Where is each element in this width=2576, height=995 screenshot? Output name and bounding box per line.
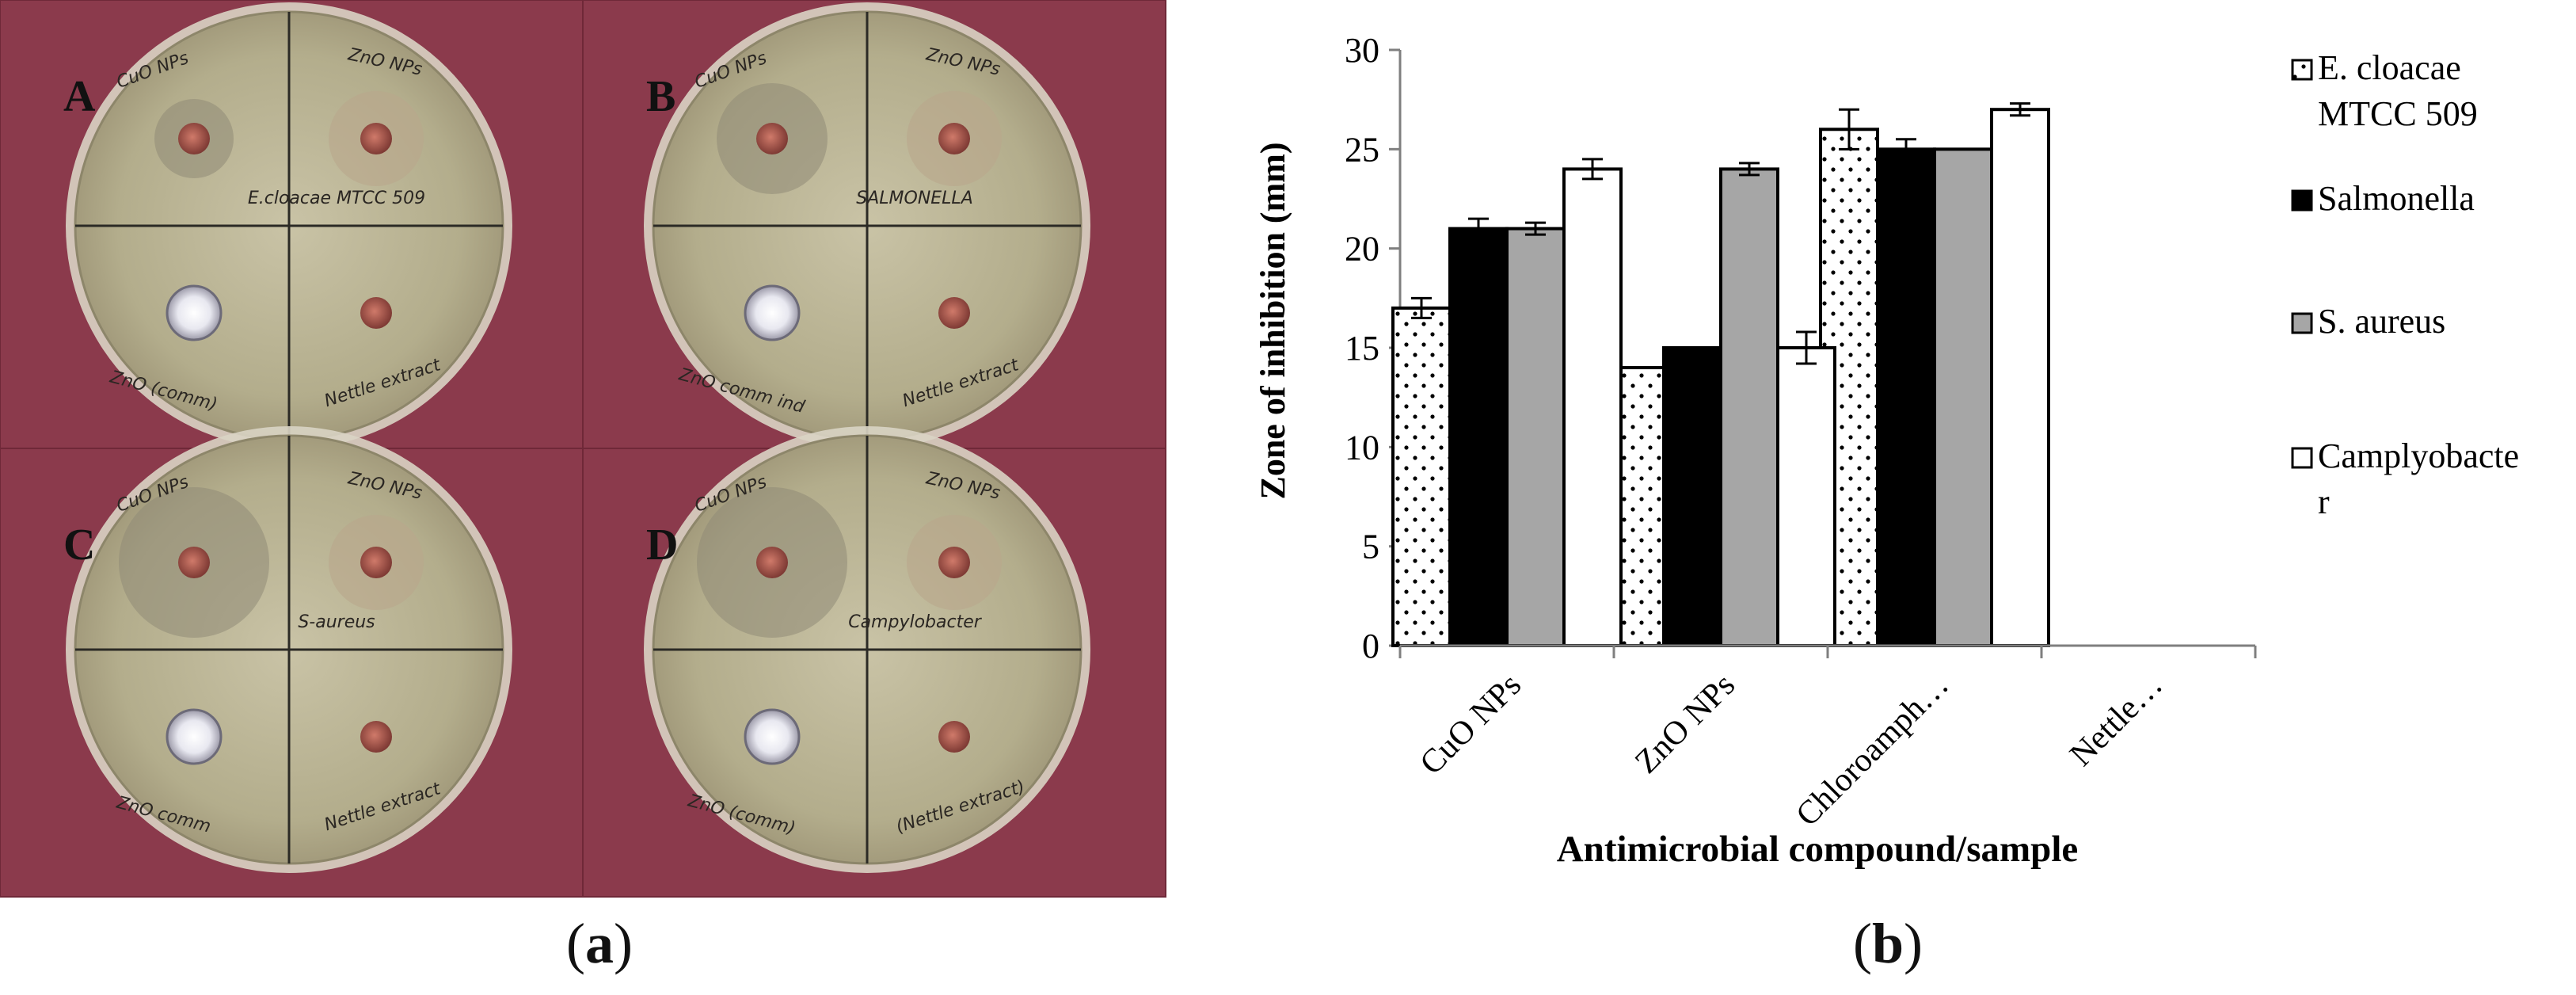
caption-close: )	[613, 912, 633, 975]
well	[178, 123, 210, 154]
y-tick-label: 25	[1345, 130, 1379, 169]
plate-handwriting: E.cloacae MTCC 509	[248, 189, 425, 208]
legend-label: S. aureus	[2318, 302, 2445, 341]
plate-letter: B	[646, 72, 675, 121]
legend-swatch	[2291, 447, 2313, 469]
bar	[1448, 227, 1509, 648]
bar	[1562, 167, 1623, 647]
well	[938, 297, 970, 329]
bar	[1505, 227, 1566, 648]
caption-close: )	[1904, 912, 1923, 975]
well	[756, 123, 788, 154]
x-tick-label: Nettle…	[2063, 667, 2170, 774]
x-tick-label: CuO NPs	[1413, 667, 1528, 783]
legend-label: MTCC 509	[2318, 94, 2478, 133]
y-axis-label: Zone of inhibition (mm)	[1254, 142, 1292, 499]
plate-handwriting: SALMONELLA	[856, 189, 973, 208]
bar	[1391, 306, 1452, 647]
legend-swatch	[2291, 312, 2313, 334]
caption-letter: a	[584, 912, 614, 975]
plate-handwriting: Campylobacter	[848, 612, 983, 632]
bar-series	[1391, 102, 2050, 648]
bar	[1719, 167, 1779, 647]
well-zno-comm	[744, 708, 801, 765]
bar	[1776, 346, 1836, 647]
panel-a-caption: (a)	[566, 911, 633, 977]
y-tick-label: 0	[1362, 627, 1379, 665]
x-axis: CuO NPs ZnO NPs Chloroamph… Nettle…	[1398, 644, 2257, 834]
bar	[1933, 147, 1993, 648]
y-tick-label: 30	[1345, 31, 1379, 70]
legend-label: Salmonella	[2318, 179, 2475, 218]
bar	[1876, 147, 1936, 648]
well	[938, 547, 970, 578]
plate-letter: C	[63, 520, 95, 570]
legend-label: E. cloacae	[2318, 48, 2461, 87]
legend-label: r	[2318, 482, 2330, 521]
caption-open: (	[566, 912, 585, 975]
well-zno-comm	[166, 708, 223, 765]
y-tick-label: 15	[1345, 329, 1379, 368]
plate-letter: A	[63, 72, 96, 121]
legend: E. cloacae MTCC 509 Salmonella S. aureus Cam…	[2291, 48, 2519, 521]
legend-label: Camplyobacte	[2318, 437, 2519, 475]
bar	[1990, 108, 2050, 647]
panel-b-caption: (b)	[1853, 911, 1923, 977]
well	[360, 547, 392, 578]
legend-swatch	[2291, 59, 2313, 81]
bar	[1662, 346, 1722, 647]
well	[178, 547, 210, 578]
y-tick-label: 10	[1345, 428, 1379, 467]
well	[360, 123, 392, 154]
plate-letter: D	[646, 520, 678, 570]
caption-letter: b	[1871, 912, 1904, 975]
y-tick-label: 20	[1345, 230, 1379, 269]
x-axis-label: Antimicrobial compound/sample	[1557, 829, 2079, 870]
well	[938, 123, 970, 154]
legend-swatch	[2291, 189, 2313, 212]
well	[360, 721, 392, 753]
plate-handwriting: S-aureus	[298, 612, 375, 632]
x-tick-label: ZnO NPs	[1628, 667, 1742, 781]
well-zno-comm	[166, 284, 223, 341]
x-tick-label: Chloroamph…	[1789, 667, 1956, 834]
well	[938, 721, 970, 753]
well-zno-comm	[744, 284, 801, 341]
well	[756, 547, 788, 578]
caption-open: (	[1853, 912, 1872, 975]
bar-chart: 0 5 10 15 20 25 30 CuO NPs ZnO NPs Chloroamph… Ne…	[1254, 31, 2519, 870]
well	[360, 297, 392, 329]
y-tick-label: 5	[1362, 528, 1379, 566]
